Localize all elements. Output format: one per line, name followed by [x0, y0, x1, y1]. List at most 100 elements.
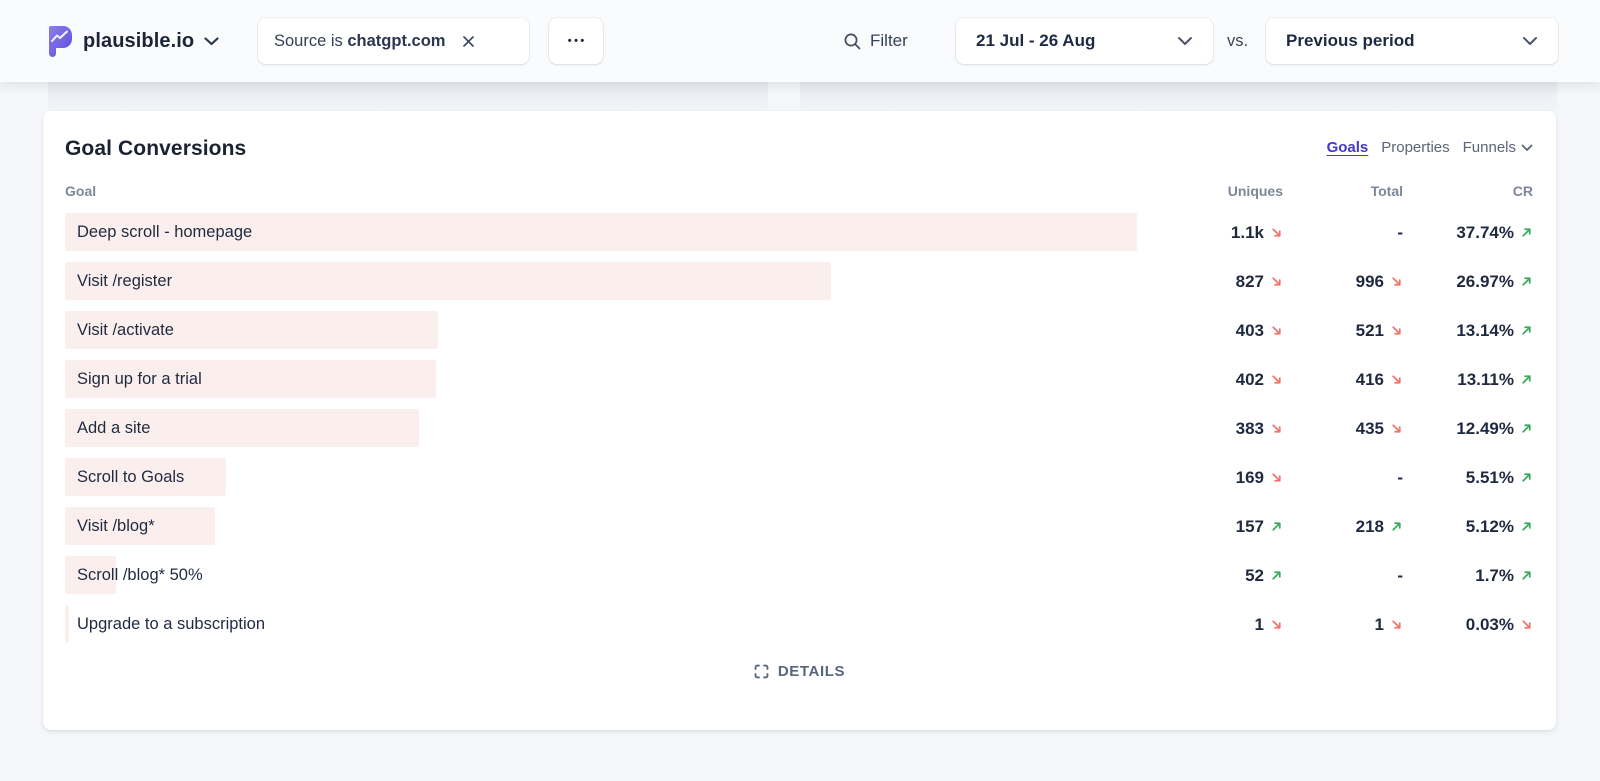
table-row: Scroll /blog* 50% 52 - 1.7%	[65, 551, 1533, 600]
goal-name[interactable]: Sign up for a trial	[77, 370, 202, 388]
table-row: Visit /blog* 157 218 5.12%	[65, 502, 1533, 551]
column-header-cr: CR	[1512, 183, 1533, 199]
comparison-period-picker[interactable]: Previous period	[1266, 18, 1558, 64]
cr-value: 12.49%	[1403, 419, 1533, 439]
uniques-value: 1.1k	[1163, 223, 1283, 243]
uniques-value: 1	[1163, 615, 1283, 635]
table-row: Scroll to Goals 169 - 5.51%	[65, 453, 1533, 502]
remove-filter-icon[interactable]	[461, 34, 476, 49]
cr-value: 0.03%	[1403, 615, 1533, 635]
total-value: -	[1397, 565, 1403, 585]
cr-value: 13.14%	[1403, 321, 1533, 341]
uniques-value: 169	[1163, 468, 1283, 488]
active-filter-chip[interactable]: Source is chatgpt.com	[258, 18, 529, 64]
goal-bar	[65, 458, 226, 496]
expand-icon	[753, 663, 770, 680]
goal-name[interactable]: Scroll to Goals	[77, 468, 185, 486]
chevron-down-icon	[1177, 36, 1193, 46]
trend-down-icon	[1390, 275, 1403, 288]
cr-value: 5.51%	[1403, 468, 1533, 488]
trend-up-icon	[1270, 520, 1283, 533]
trend-down-icon	[1390, 324, 1403, 337]
goal-name[interactable]: Visit /activate	[77, 321, 174, 339]
cr-value: 1.7%	[1403, 566, 1533, 586]
cr-value: 37.74%	[1403, 223, 1533, 243]
goal-bar	[65, 409, 419, 447]
trend-up-icon	[1520, 275, 1533, 288]
trend-down-icon	[1270, 324, 1283, 337]
goal-bar	[65, 507, 215, 545]
goal-name[interactable]: Visit /blog*	[77, 517, 155, 535]
filter-button-label: Filter	[870, 31, 908, 50]
filter-button[interactable]: Filter	[843, 18, 908, 64]
goal-name[interactable]: Upgrade to a subscription	[77, 615, 266, 633]
trend-up-icon	[1520, 373, 1533, 386]
chevron-down-icon	[1521, 144, 1533, 152]
total-value: 996	[1283, 272, 1403, 292]
trend-down-icon	[1270, 226, 1283, 239]
vs-label: vs.	[1227, 31, 1249, 50]
total-value: 435	[1283, 419, 1403, 439]
date-range-picker[interactable]: 21 Jul - 26 Aug	[956, 18, 1213, 64]
cr-value: 13.11%	[1403, 370, 1533, 390]
goal-bar	[65, 360, 436, 398]
goal-bar	[65, 556, 116, 594]
trend-down-icon	[1270, 275, 1283, 288]
search-icon	[843, 32, 862, 51]
table-row: Upgrade to a subscription 1 1 0.03%	[65, 600, 1533, 649]
trend-up-icon	[1520, 324, 1533, 337]
card-remnant-left	[48, 82, 768, 112]
goal-name[interactable]: Scroll /blog* 50%	[77, 566, 203, 584]
total-value: 218	[1283, 517, 1403, 537]
table-row: Visit /register 827 996 26.97%	[65, 257, 1533, 306]
goal-table: Deep scroll - homepage 1.1k - 37.74% Vis…	[65, 208, 1533, 649]
goal-bar	[65, 605, 69, 643]
trend-down-icon	[1390, 373, 1403, 386]
total-value: 416	[1283, 370, 1403, 390]
table-row: Deep scroll - homepage 1.1k - 37.74%	[65, 208, 1533, 257]
trend-down-icon	[1270, 373, 1283, 386]
trend-up-icon	[1390, 520, 1403, 533]
tab-properties[interactable]: Properties	[1381, 139, 1450, 156]
uniques-value: 403	[1163, 321, 1283, 341]
goal-bar	[65, 213, 1137, 251]
goal-name[interactable]: Deep scroll - homepage	[77, 223, 253, 241]
trend-up-icon	[1270, 569, 1283, 582]
column-header-uniques: Uniques	[1227, 183, 1283, 199]
table-row: Sign up for a trial 402 416 13.11%	[65, 355, 1533, 404]
tab-funnels[interactable]: Funnels	[1463, 139, 1533, 156]
trend-up-icon	[1520, 569, 1533, 582]
details-button[interactable]: DETAILS	[753, 658, 845, 684]
trend-down-icon	[1270, 618, 1283, 631]
date-range-value: 21 Jul - 26 Aug	[976, 31, 1096, 50]
comparison-period-value: Previous period	[1286, 31, 1415, 50]
total-value: 1	[1283, 615, 1403, 635]
more-options-button[interactable]: •••	[549, 18, 603, 64]
chevron-down-icon	[1522, 36, 1538, 46]
trend-down-icon	[1270, 422, 1283, 435]
column-header-goal: Goal	[65, 183, 97, 199]
trend-down-icon	[1270, 471, 1283, 484]
goal-bar	[65, 262, 831, 300]
trend-up-icon	[1520, 422, 1533, 435]
site-name: plausible.io	[83, 29, 195, 52]
trend-down-icon	[1390, 618, 1403, 631]
panel-tabs: Goals Properties Funnels	[1327, 139, 1533, 156]
goal-bar	[65, 311, 438, 349]
uniques-value: 383	[1163, 419, 1283, 439]
trend-up-icon	[1520, 520, 1533, 533]
goal-name[interactable]: Visit /register	[77, 272, 173, 290]
trend-up-icon	[1520, 471, 1533, 484]
site-switcher[interactable]: plausible.io	[46, 18, 219, 64]
card-remnant-right	[800, 82, 1557, 112]
table-header-row: Goal Uniques Total CR	[65, 183, 1533, 199]
panel-title: Goal Conversions	[65, 137, 247, 160]
column-header-total: Total	[1370, 183, 1403, 199]
tab-goals[interactable]: Goals	[1326, 139, 1369, 156]
uniques-value: 52	[1163, 566, 1283, 586]
goal-name[interactable]: Add a site	[77, 419, 151, 437]
total-value: 521	[1283, 321, 1403, 341]
chevron-down-icon	[204, 36, 219, 46]
goal-conversions-panel: Goal Conversions Goals Properties Funnel…	[43, 111, 1556, 730]
uniques-value: 827	[1163, 272, 1283, 292]
